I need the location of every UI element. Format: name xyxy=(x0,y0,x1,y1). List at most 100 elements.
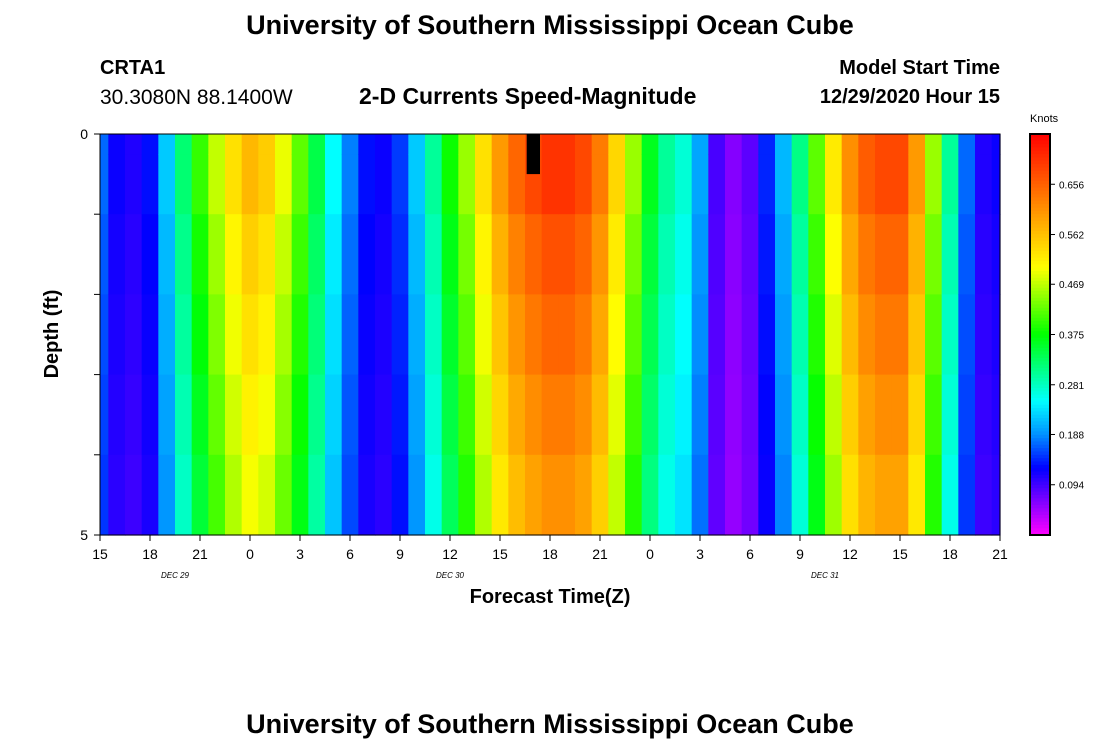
heatmap-cell xyxy=(991,374,1001,456)
colorbar-swatch xyxy=(1030,311,1050,316)
colorbar-swatch xyxy=(1030,528,1050,533)
colorbar-swatch xyxy=(1030,167,1050,172)
heatmap-cell xyxy=(100,454,109,536)
heatmap-cell xyxy=(141,294,159,376)
heatmap-cell xyxy=(391,454,409,536)
heatmap-cell xyxy=(308,134,326,155)
heatmap-cell xyxy=(541,214,559,295)
heatmap-cell xyxy=(375,294,393,376)
colorbar-swatch xyxy=(1030,371,1050,376)
heatmap-cell xyxy=(875,454,893,536)
heatmap-cell xyxy=(475,134,493,155)
colorbar-swatch xyxy=(1030,404,1050,409)
colorbar-swatch xyxy=(1030,354,1050,359)
colorbar-swatch xyxy=(1030,224,1050,229)
heatmap-cell xyxy=(291,214,309,295)
heatmap-cell xyxy=(825,154,843,215)
heatmap-cell xyxy=(625,294,643,376)
heatmap-cell xyxy=(108,374,126,456)
colorbar-swatch xyxy=(1030,197,1050,202)
heatmap-cell xyxy=(108,454,126,536)
x-tick-label: 18 xyxy=(142,546,158,562)
heatmap-cell xyxy=(425,294,443,376)
heatmap-cell xyxy=(708,294,726,376)
colorbar: 0.656 0.562 0.469 0.375 0.281 0.188 0.094 xyxy=(1029,133,1084,536)
heatmap-cell xyxy=(741,294,759,376)
heatmap-cell xyxy=(575,454,593,536)
colorbar-swatch xyxy=(1030,214,1050,219)
heatmap-cell xyxy=(891,294,909,376)
heatmap-cell xyxy=(541,154,559,215)
model-start-value: 12/29/2020 Hour 15 xyxy=(819,86,1000,108)
heatmap-cell xyxy=(975,294,993,376)
heatmap-cell xyxy=(891,454,909,536)
heatmap-cell xyxy=(208,374,226,456)
heatmap-cell xyxy=(491,154,509,215)
colorbar-swatch xyxy=(1030,154,1050,158)
heatmap-cell xyxy=(141,454,159,536)
heatmap-cell xyxy=(491,294,509,376)
heatmap-cell xyxy=(425,374,443,456)
colorbar-swatch xyxy=(1030,187,1050,192)
colorbar-swatch xyxy=(1030,397,1050,402)
heatmap-cell xyxy=(408,454,426,536)
colorbar-swatch xyxy=(1030,381,1050,386)
heatmap-cell xyxy=(325,134,343,155)
heatmap-cell xyxy=(591,214,609,295)
heatmap-cell xyxy=(391,374,409,456)
heatmap-cell xyxy=(991,294,1001,376)
heatmap-cell xyxy=(575,294,593,376)
heatmap-cell xyxy=(358,214,376,295)
heatmap-cell xyxy=(741,154,759,215)
colorbar-swatch xyxy=(1030,341,1050,346)
heatmap-cell xyxy=(208,154,226,215)
heatmap-cell xyxy=(908,294,926,376)
page-title: University of Southern Mississippi Ocean… xyxy=(246,10,854,40)
colorbar-swatch xyxy=(1030,531,1050,536)
heatmap-cell xyxy=(641,454,659,536)
heatmap-cell xyxy=(941,134,959,155)
heatmap-cell xyxy=(508,374,526,456)
x-tick-label: 12 xyxy=(442,546,458,562)
heatmap-cell xyxy=(258,454,276,536)
heatmap-cell xyxy=(808,154,826,215)
colorbar-swatch xyxy=(1030,244,1050,249)
heatmap-cell xyxy=(925,294,943,376)
heatmap-cell xyxy=(775,374,793,456)
heatmap-cell xyxy=(675,214,693,295)
colorbar-swatch xyxy=(1030,331,1050,336)
heatmap-cell xyxy=(625,214,643,295)
colorbar-swatch xyxy=(1030,357,1050,362)
colorbar-swatch xyxy=(1030,498,1050,503)
heatmap-cell xyxy=(225,454,243,536)
heatmap-cell xyxy=(308,154,326,215)
heatmap-cell xyxy=(275,294,293,376)
heatmap-cell xyxy=(208,294,226,376)
heatmap-cell xyxy=(308,374,326,456)
colorbar-swatch xyxy=(1030,408,1050,412)
heatmap-cell xyxy=(758,294,776,376)
heatmap-cell xyxy=(158,454,176,536)
heatmap-cell xyxy=(425,154,443,215)
heatmap-cells xyxy=(100,134,1001,536)
heatmap-cell xyxy=(391,294,409,376)
heatmap-cell xyxy=(758,134,776,155)
date-label: DEC 29 xyxy=(161,571,190,580)
heatmap-cell xyxy=(775,154,793,215)
heatmap-cell xyxy=(158,154,176,215)
colorbar-swatch xyxy=(1030,184,1050,189)
heatmap-cell xyxy=(808,374,826,456)
heatmap-cell xyxy=(741,374,759,456)
heatmap-cell xyxy=(141,134,159,155)
heatmap-cell xyxy=(525,374,543,456)
heatmap-cell xyxy=(100,214,109,295)
heatmap-cell xyxy=(808,294,826,376)
heatmap-cell xyxy=(791,374,809,456)
heatmap-cell xyxy=(608,134,626,155)
heatmap-cell xyxy=(191,134,209,155)
heatmap-cell xyxy=(100,374,109,456)
heatmap-cell xyxy=(458,134,476,155)
station-id: CRTA1 xyxy=(100,57,166,79)
heatmap-cell xyxy=(575,374,593,456)
heatmap-cell xyxy=(408,294,426,376)
